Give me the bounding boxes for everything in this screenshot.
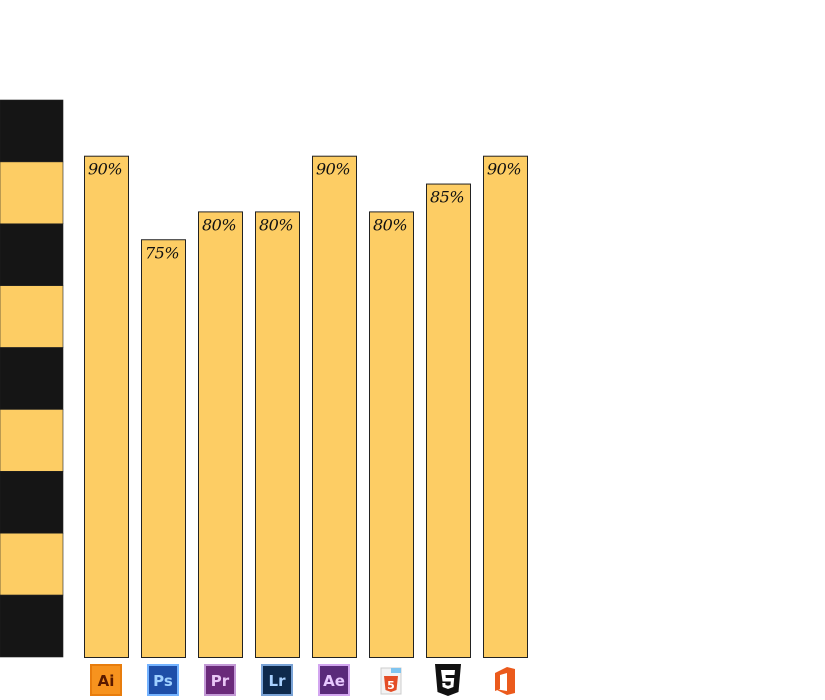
bar-value-label: 90% — [316, 160, 350, 179]
svg-text:Lr: Lr — [269, 672, 287, 690]
scale-band-light — [0, 161, 64, 225]
css3-icon — [435, 664, 461, 696]
scale-band-light — [0, 409, 64, 472]
bar-ae — [312, 155, 357, 658]
bar-ps — [141, 239, 186, 658]
bar-ai — [84, 155, 129, 658]
bar-lr — [255, 211, 300, 658]
bar-5 — [369, 211, 414, 658]
office-icon — [495, 667, 515, 695]
bar-value-label: 80% — [259, 215, 293, 234]
scale-band-dark — [0, 471, 64, 534]
illustrator-icon: Ai — [90, 664, 122, 696]
lightroom-icon: Lr — [261, 664, 293, 696]
html5-icon: 5 — [380, 667, 402, 695]
scale-band-dark — [0, 99, 64, 163]
bar-value-label: 80% — [373, 215, 407, 234]
svg-text:5: 5 — [387, 679, 395, 692]
bar-office — [483, 155, 528, 658]
bar-value-label: 90% — [487, 160, 521, 179]
premiere-icon: Pr — [204, 664, 236, 696]
bar-value-label: 90% — [88, 160, 122, 179]
scale-band-dark — [0, 347, 64, 410]
bar-css3 — [426, 183, 471, 659]
category-icons: Ai Ps Pr Lr Ae 5 — [90, 664, 515, 696]
photoshop-icon: Ps — [147, 664, 179, 696]
svg-text:Pr: Pr — [211, 672, 230, 690]
svg-text:Ae: Ae — [323, 672, 345, 690]
svg-text:Ai: Ai — [98, 672, 115, 690]
left-scale-bar — [0, 99, 64, 658]
scale-band-light — [0, 285, 64, 348]
bar-value-label: 80% — [202, 215, 236, 234]
bar-value-label: 85% — [430, 188, 464, 207]
bar-value-label: 75% — [145, 243, 179, 262]
bar-value-labels: 90% 75% 80% 80% 90% 80% 85% 90% — [88, 160, 522, 263]
bar-pr — [198, 211, 243, 658]
svg-text:Ps: Ps — [153, 672, 173, 690]
bars — [84, 155, 528, 659]
scale-band-light — [0, 532, 64, 596]
after-effects-icon: Ae — [318, 664, 350, 696]
scale-band-dark — [0, 223, 64, 286]
scale-band-dark — [0, 594, 64, 658]
